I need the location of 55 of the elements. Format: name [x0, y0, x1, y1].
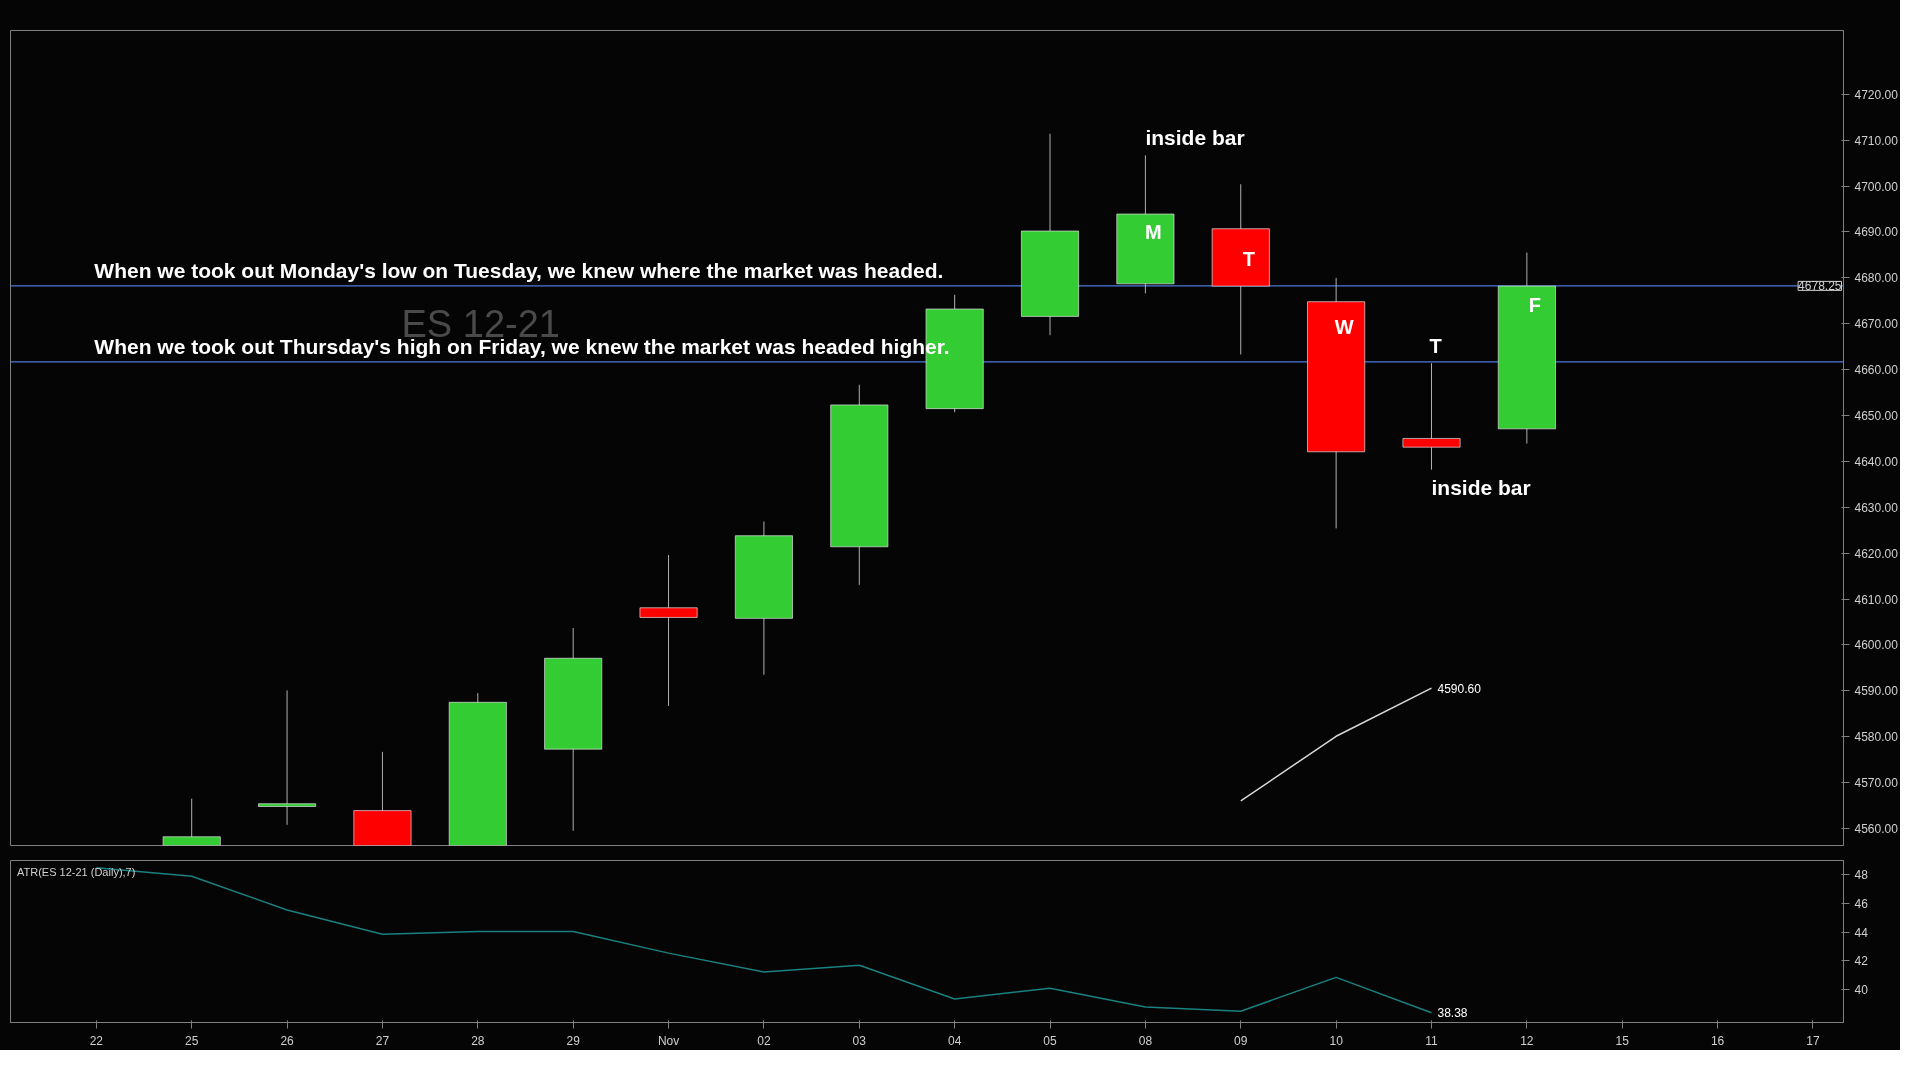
annotation: W	[1334, 315, 1354, 338]
x-tick-label: 17	[1806, 1033, 1820, 1048]
y-tick-label: 4660.00	[1854, 363, 1899, 378]
x-tick-label: 12	[1520, 1033, 1534, 1048]
x-tick-label: 09	[1234, 1033, 1248, 1048]
y-tick-label: 4580.00	[1854, 730, 1899, 745]
y-tick-label: 46	[1854, 897, 1869, 912]
annotation: T	[1242, 248, 1255, 271]
annotation: M	[1145, 220, 1162, 243]
candlestick	[258, 689, 317, 826]
x-tick-label: 11	[1425, 1033, 1439, 1048]
y-tick-label: 4700.00	[1854, 179, 1899, 194]
annotation: F	[1528, 294, 1541, 317]
y-tick-label: 4680.00	[1854, 271, 1899, 286]
x-tick-label: 10	[1329, 1033, 1344, 1048]
annotation: inside bar	[1431, 475, 1531, 499]
data-label: 38.38	[1437, 1006, 1468, 1021]
y-tick-label: 4620.00	[1854, 546, 1899, 561]
y-tick-label: 4610.00	[1854, 592, 1899, 607]
y-tick-label: 4630.00	[1854, 500, 1899, 515]
annotation: When we took out Monday's low on Tuesday, we knew where the market was headed.	[94, 258, 944, 282]
candlestick	[1402, 362, 1461, 471]
x-tick-label: 04	[947, 1033, 962, 1048]
annotation: T	[1429, 335, 1442, 358]
y-tick-label: 42	[1854, 954, 1869, 969]
y-tick-label: 4690.00	[1854, 225, 1899, 240]
y-tick-label: 4560.00	[1854, 822, 1899, 837]
candlestick	[639, 554, 698, 707]
y-tick-label: 4590.00	[1854, 684, 1899, 699]
x-tick-label: 29	[566, 1033, 581, 1048]
y-tick-label: 44	[1854, 925, 1869, 940]
x-tick-label: 16	[1710, 1033, 1725, 1048]
x-tick-label: 05	[1043, 1033, 1058, 1048]
x-tick-label: 15	[1615, 1033, 1630, 1048]
x-tick-label: 26	[280, 1033, 295, 1048]
y-tick-label: 4570.00	[1854, 776, 1899, 791]
y-tick-label: 4710.00	[1854, 133, 1899, 148]
y-tick-label: 4650.00	[1854, 409, 1899, 424]
y-tick-label: 40	[1854, 983, 1869, 998]
y-tick-label: 4600.00	[1854, 638, 1899, 653]
annotation: inside bar	[1145, 126, 1245, 150]
x-tick-label: 28	[471, 1033, 485, 1048]
x-tick-label: 08	[1138, 1033, 1153, 1048]
x-tick-label: Nov	[657, 1033, 680, 1048]
x-tick-label: 03	[852, 1033, 867, 1048]
x-tick-label: 25	[185, 1033, 199, 1048]
y-tick-label: 4670.00	[1854, 317, 1899, 332]
x-tick-label: 27	[375, 1033, 390, 1048]
y-tick-label: 48	[1854, 868, 1869, 883]
x-tick-label: 22	[89, 1033, 104, 1048]
data-label: 4590.60	[1437, 681, 1482, 696]
series-label: ATR(ES 12-21 (Daily),7)	[17, 866, 136, 878]
y-tick-label: 4640.00	[1854, 454, 1899, 469]
y-tick-label: 4720.00	[1854, 87, 1899, 102]
x-tick-label: 02	[757, 1033, 771, 1048]
